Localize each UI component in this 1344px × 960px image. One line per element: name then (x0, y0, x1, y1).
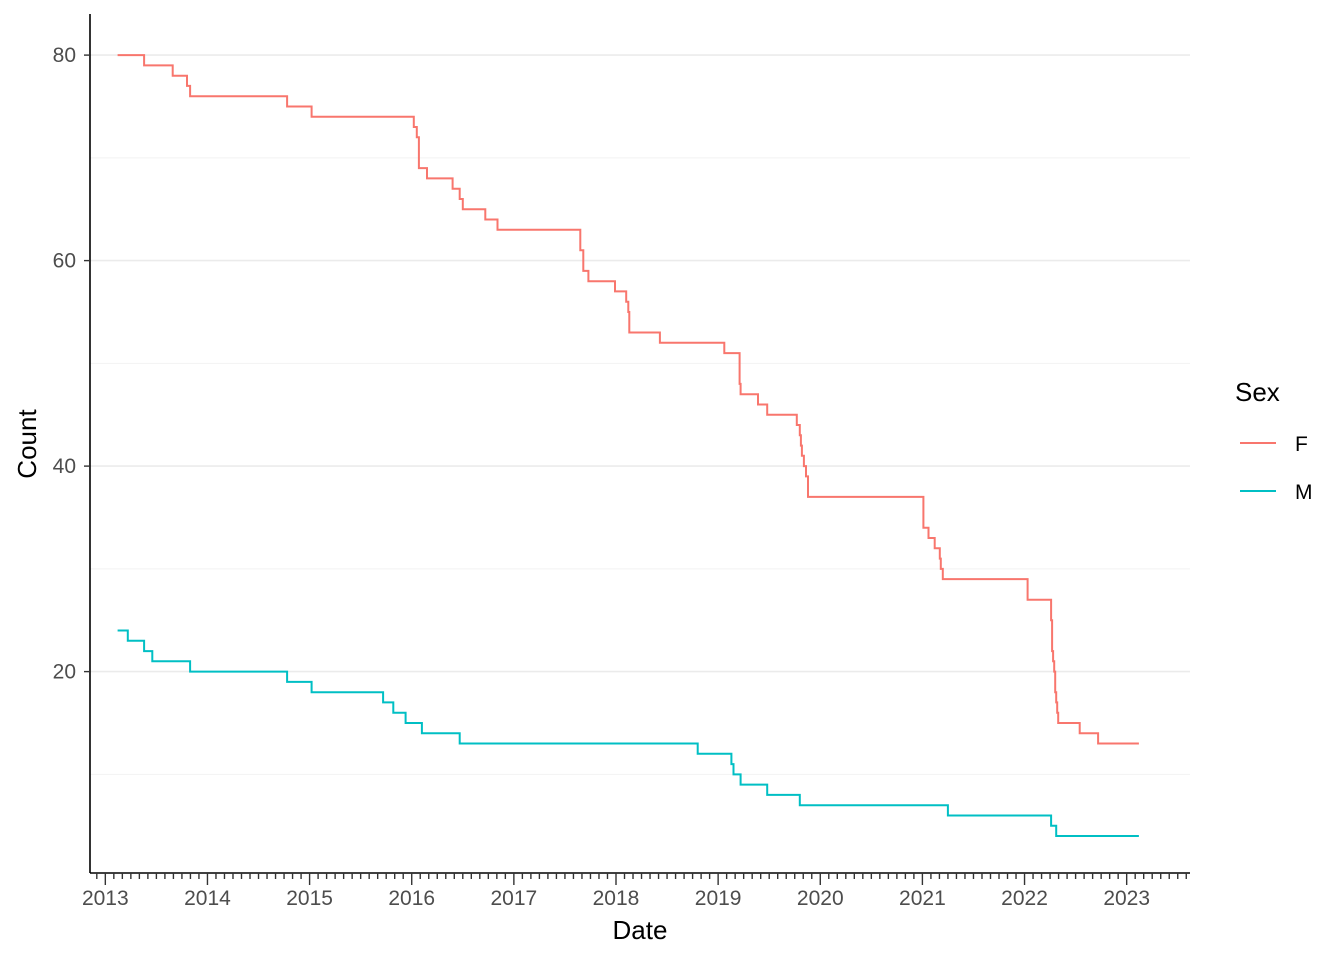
x-tick-label: 2022 (1001, 887, 1048, 910)
legend-title: Sex (1235, 377, 1280, 407)
y-tick-label: 40 (53, 455, 76, 478)
plot-area (117, 54, 1139, 837)
legend: Sex FM (1235, 377, 1313, 504)
x-tick-label: 2016 (388, 887, 435, 910)
x-tick-label: 2020 (797, 887, 844, 910)
y-tick-label: 80 (53, 44, 76, 67)
x-axis-ticks: 2013 2014 2015 2016 2017 2018 2019 2020 2021 2022… (82, 873, 1187, 910)
legend-items: FM (1240, 433, 1313, 504)
y-tick-label: 60 (53, 250, 76, 273)
x-tick-label: 2018 (593, 887, 640, 910)
y-axis-ticks: 20 40 60 80 (53, 44, 90, 684)
legend-label-M: M (1295, 481, 1313, 504)
legend-label-F: F (1295, 433, 1308, 456)
x-axis-title: Date (613, 915, 668, 945)
y-tick-label: 20 (53, 661, 76, 684)
series-line-M (117, 629, 1139, 837)
x-tick-label: 2013 (82, 887, 129, 910)
x-tick-label: 2017 (491, 887, 538, 910)
x-tick-label: 2014 (184, 887, 231, 910)
x-tick-label: 2019 (695, 887, 742, 910)
series-line-F (117, 54, 1139, 745)
y-axis-title: Count (12, 409, 42, 479)
x-tick-label: 2015 (286, 887, 333, 910)
x-tick-label: 2021 (899, 887, 946, 910)
axes (89, 14, 1190, 874)
x-tick-label: 2023 (1103, 887, 1150, 910)
gridlines (90, 54, 1190, 775)
